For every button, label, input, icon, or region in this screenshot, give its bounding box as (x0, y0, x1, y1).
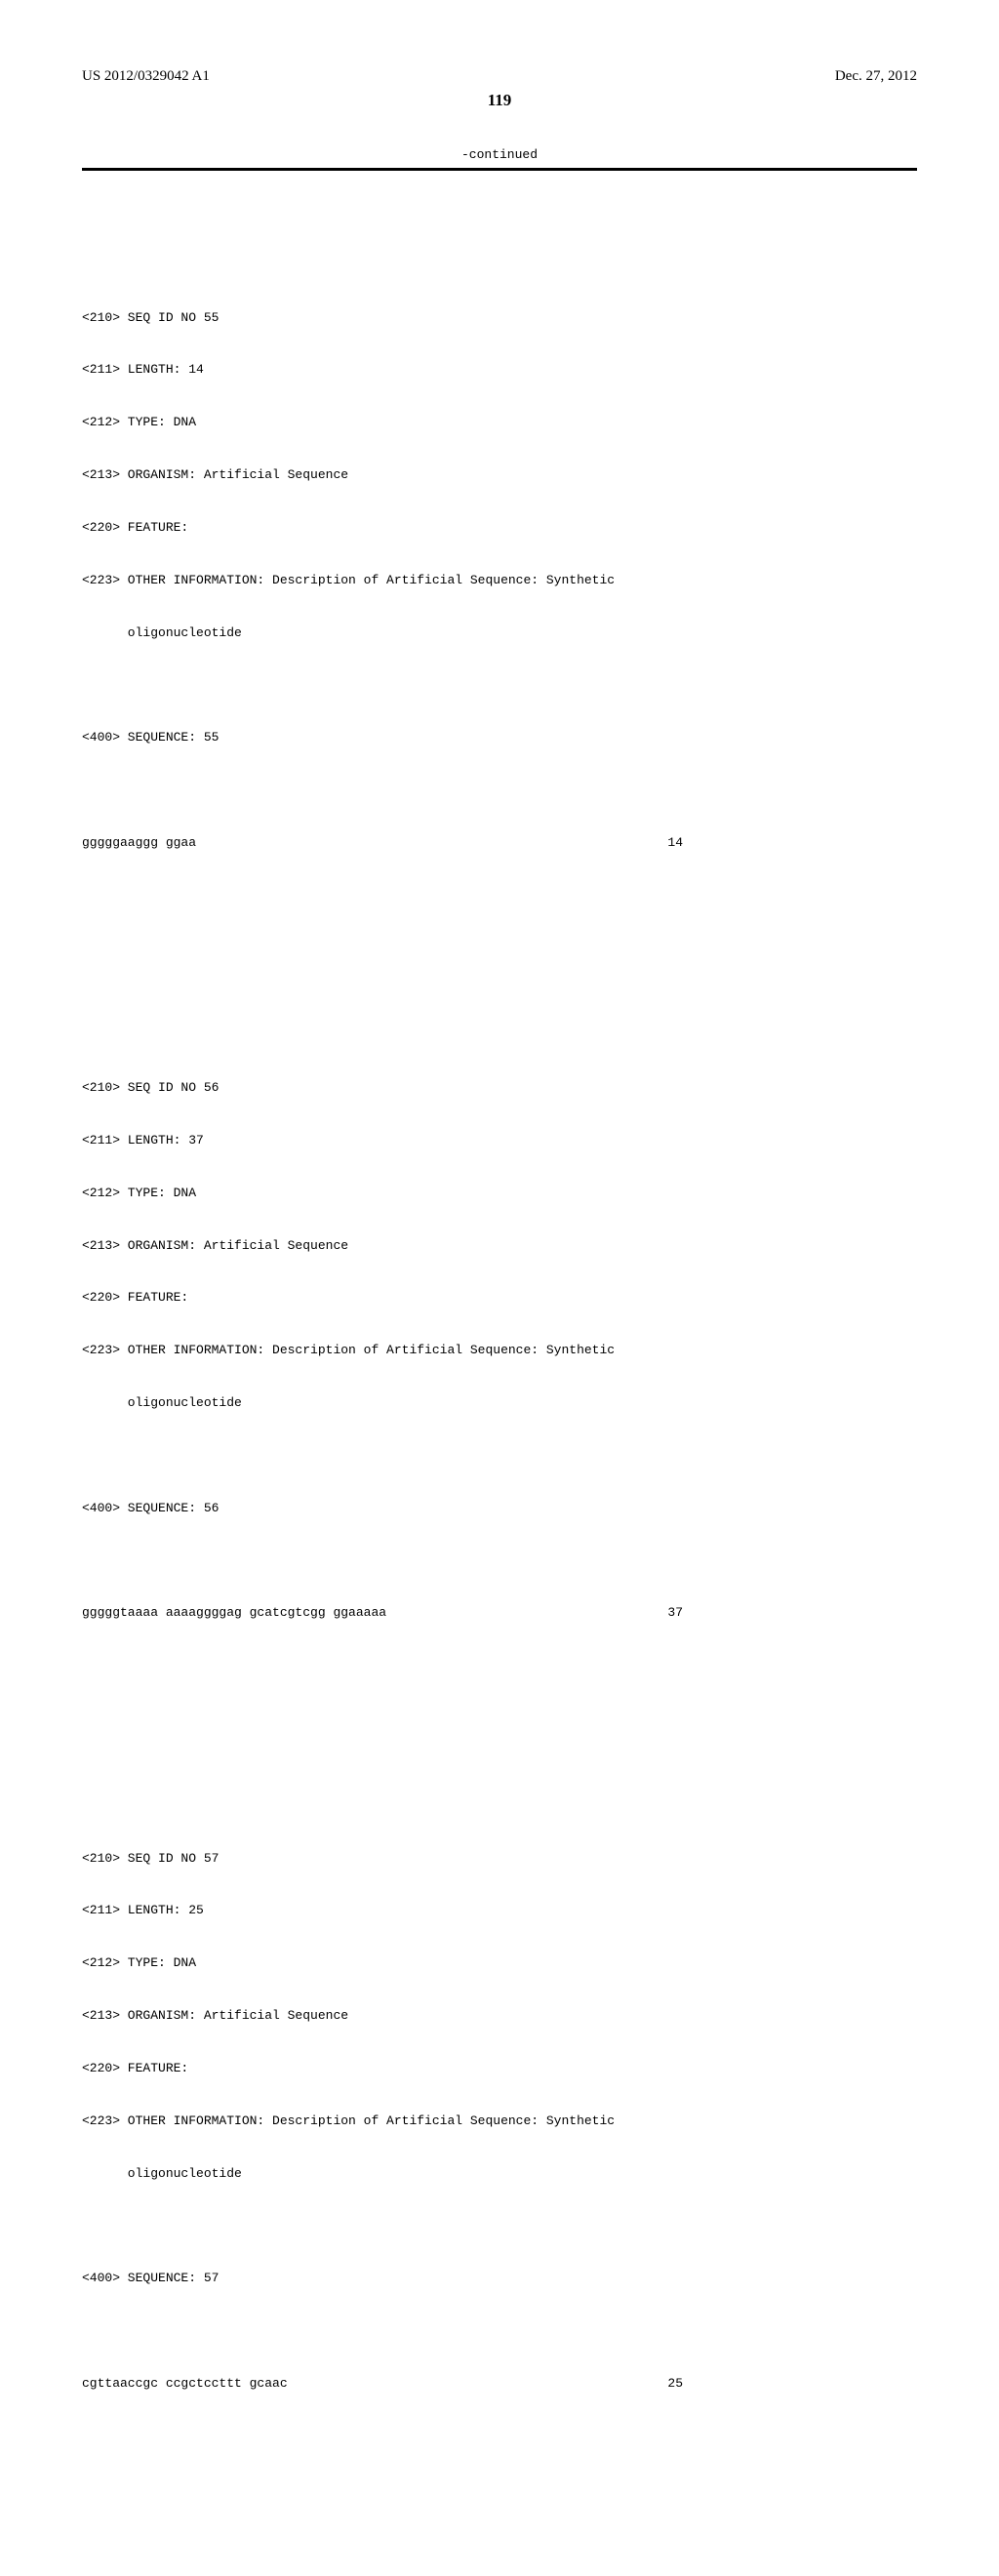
page-header: US 2012/0329042 A1 Dec. 27, 2012 (82, 68, 917, 85)
seq-organism-line: <213> ORGANISM: Artificial Sequence (82, 1237, 917, 1255)
seq-feature-line: <220> FEATURE: (82, 1289, 917, 1307)
continued-label: -continued (82, 147, 917, 162)
seq-type-line: <212> TYPE: DNA (82, 1185, 917, 1202)
sequence-count: 25 (667, 2375, 683, 2393)
sequence-count: 14 (667, 834, 683, 852)
page-number: 119 (82, 91, 917, 110)
seq-length-line: <211> LENGTH: 37 (82, 1132, 917, 1149)
publication-number: US 2012/0329042 A1 (82, 68, 210, 85)
seq-other-info-line: <223> OTHER INFORMATION: Description of … (82, 2113, 917, 2130)
patent-page: US 2012/0329042 A1 Dec. 27, 2012 119 -co… (0, 0, 999, 2576)
seq-other-info-line: oligonucleotide (82, 2165, 917, 2183)
seq-organism-line: <213> ORGANISM: Artificial Sequence (82, 2007, 917, 2025)
sequence-row: cgttaaccgc ccgctccttt gcaac 25 (82, 2375, 683, 2393)
publication-date: Dec. 27, 2012 (835, 68, 917, 85)
seq-feature-line: <220> FEATURE: (82, 519, 917, 537)
divider (82, 168, 917, 171)
seq-other-info-line: <223> OTHER INFORMATION: Description of … (82, 572, 917, 589)
sequence-listing: <210> SEQ ID NO 55 <211> LENGTH: 14 <212… (82, 204, 917, 2576)
sequence-entry: <210> SEQ ID NO 56 <211> LENGTH: 37 <212… (82, 1044, 917, 1657)
seq-other-info-line: <223> OTHER INFORMATION: Description of … (82, 1342, 917, 1359)
seq-length-line: <211> LENGTH: 14 (82, 361, 917, 379)
seq-feature-line: <220> FEATURE: (82, 2060, 917, 2077)
seq-sequence-header: <400> SEQUENCE: 56 (82, 1500, 917, 1517)
seq-other-info-line: oligonucleotide (82, 1394, 917, 1412)
seq-id-line: <210> SEQ ID NO 56 (82, 1079, 917, 1097)
seq-id-line: <210> SEQ ID NO 57 (82, 1850, 917, 1868)
sequence-entry: <210> SEQ ID NO 55 <211> LENGTH: 14 <212… (82, 274, 917, 887)
sequence-row: gggggaaggg ggaa 14 (82, 834, 683, 852)
seq-sequence-header: <400> SEQUENCE: 55 (82, 729, 917, 746)
seq-length-line: <211> LENGTH: 25 (82, 1902, 917, 1919)
sequence-data: cgttaaccgc ccgctccttt gcaac (82, 2375, 288, 2393)
sequence-count: 37 (667, 1604, 683, 1622)
seq-type-line: <212> TYPE: DNA (82, 414, 917, 431)
sequence-data: gggggaaggg ggaa (82, 834, 196, 852)
seq-id-line: <210> SEQ ID NO 55 (82, 309, 917, 327)
seq-organism-line: <213> ORGANISM: Artificial Sequence (82, 466, 917, 484)
seq-sequence-header: <400> SEQUENCE: 57 (82, 2270, 917, 2287)
sequence-row: gggggtaaaa aaaaggggag gcatcgtcgg ggaaaaa… (82, 1604, 683, 1622)
sequence-data: gggggtaaaa aaaaggggag gcatcgtcgg ggaaaaa (82, 1604, 386, 1622)
sequence-entry: <210> SEQ ID NO 57 <211> LENGTH: 25 <212… (82, 1815, 917, 2428)
seq-other-info-line: oligonucleotide (82, 624, 917, 642)
seq-type-line: <212> TYPE: DNA (82, 1954, 917, 1972)
